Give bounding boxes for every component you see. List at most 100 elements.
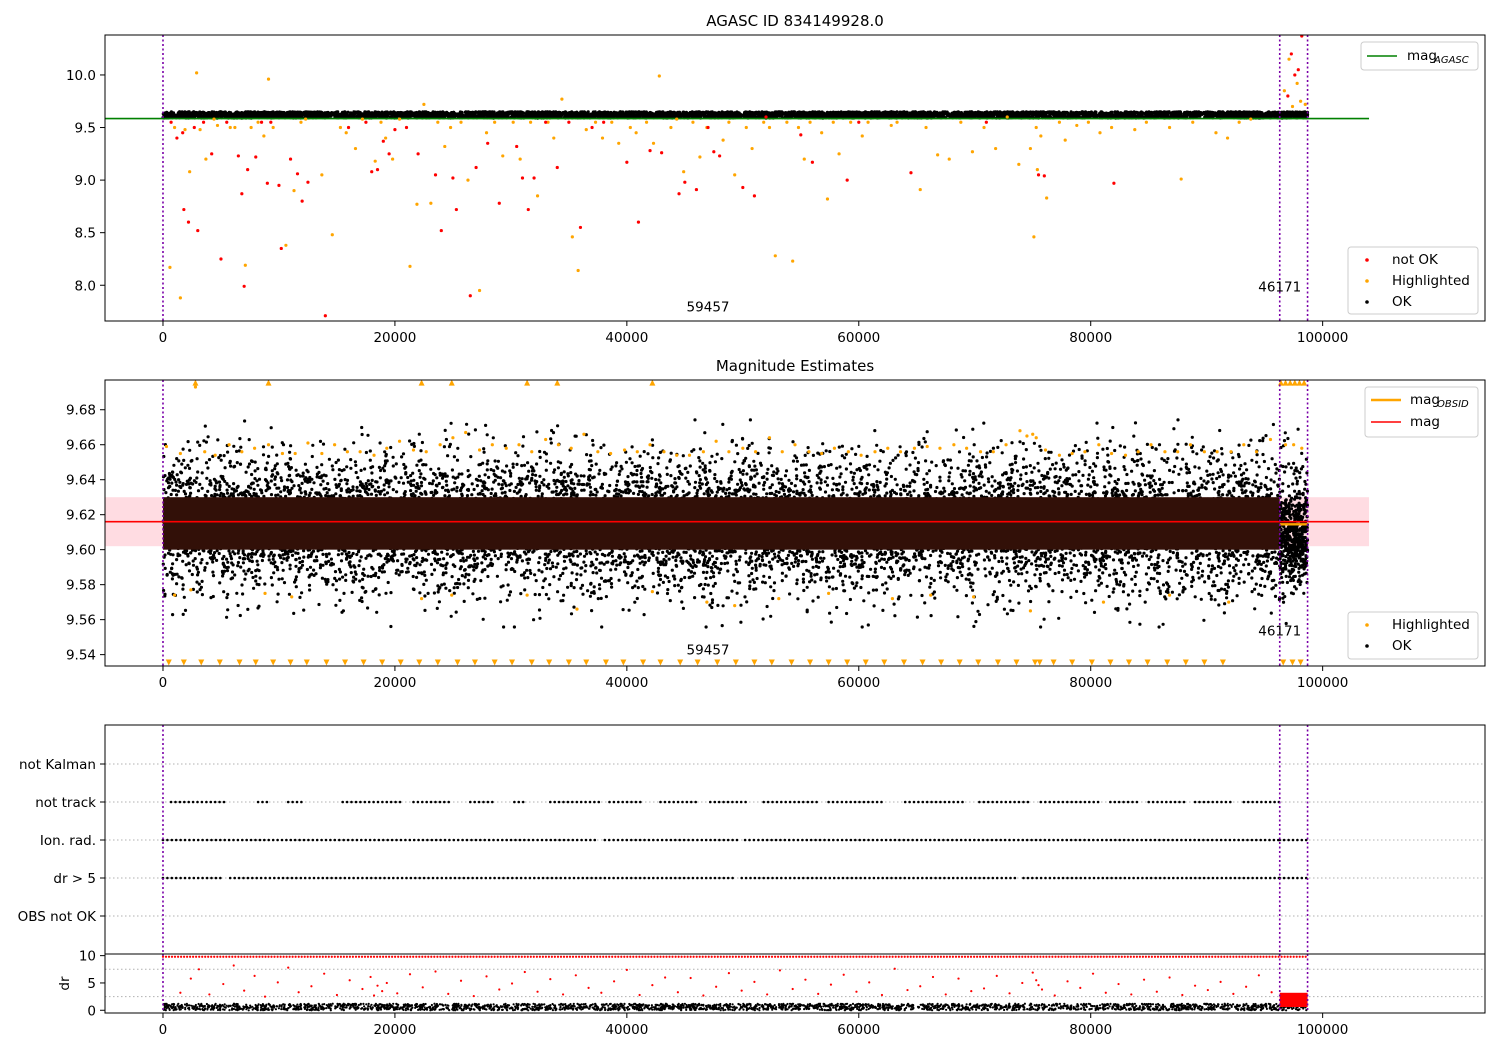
ok-point xyxy=(898,110,902,114)
ok-point xyxy=(357,114,361,118)
ok-point xyxy=(484,110,488,114)
ok-point xyxy=(907,113,911,117)
ok-point xyxy=(828,114,832,118)
ok-point xyxy=(911,110,915,114)
ok-point xyxy=(552,110,556,114)
ok-point xyxy=(233,112,238,116)
ok-point xyxy=(921,110,926,114)
ok-point xyxy=(644,110,648,114)
ok-point xyxy=(289,111,293,116)
ok-point xyxy=(490,113,494,117)
ok-point xyxy=(727,114,731,118)
ok-point xyxy=(950,113,954,117)
ok-point xyxy=(862,111,867,115)
ok-point xyxy=(695,110,699,114)
ok-point xyxy=(336,110,340,114)
ok-point xyxy=(360,113,364,117)
ok-point xyxy=(1189,112,1194,116)
ok-point xyxy=(1198,114,1202,118)
ok-point xyxy=(879,112,883,116)
ok-point xyxy=(209,114,213,118)
ok-point xyxy=(352,111,356,115)
ok-point xyxy=(293,111,297,115)
ok-point xyxy=(1099,110,1103,114)
ok-point xyxy=(850,111,854,115)
ok-point xyxy=(1266,110,1270,114)
ok-point xyxy=(422,113,426,117)
ok-point xyxy=(211,111,216,115)
ok-point xyxy=(270,110,274,114)
ok-point xyxy=(1176,114,1180,118)
ok-point xyxy=(793,112,797,116)
ok-point xyxy=(1167,110,1171,114)
ok-point xyxy=(387,111,391,115)
ok-point xyxy=(1269,114,1274,118)
ok-point xyxy=(1139,110,1143,114)
ok-point xyxy=(279,112,283,116)
ok-point xyxy=(989,113,993,117)
ok-point xyxy=(619,111,624,115)
ok-point xyxy=(615,113,619,117)
ok-point xyxy=(820,113,825,117)
ok-point xyxy=(538,111,542,115)
ok-point xyxy=(479,110,483,114)
ok-point xyxy=(942,111,947,115)
ok-point xyxy=(1292,113,1297,117)
ok-point xyxy=(855,114,860,118)
ok-point xyxy=(358,111,362,115)
ok-point xyxy=(753,114,757,118)
ok-point xyxy=(1136,113,1141,117)
ok-point xyxy=(205,112,209,116)
ok-point xyxy=(656,110,660,114)
ok-point xyxy=(363,110,367,114)
ok-point xyxy=(1077,111,1081,115)
ok-point xyxy=(976,111,980,115)
ok-point xyxy=(780,111,784,116)
ok-point xyxy=(1165,113,1169,117)
ok-point xyxy=(465,110,469,114)
ok-point xyxy=(1173,110,1177,114)
ok-point xyxy=(1249,111,1253,115)
ok-point xyxy=(938,111,942,115)
ok-point xyxy=(1029,111,1033,115)
ok-point xyxy=(430,112,434,116)
ok-point xyxy=(308,111,313,115)
ok-point xyxy=(757,112,762,116)
ok-point xyxy=(790,111,794,115)
ok-point xyxy=(439,114,443,118)
ok-point xyxy=(346,110,350,114)
ok-point xyxy=(802,114,807,118)
ok-point xyxy=(241,113,245,117)
ok-point xyxy=(367,110,371,114)
ok-point xyxy=(1177,110,1181,114)
ok-point xyxy=(305,112,309,116)
ok-point xyxy=(407,114,411,118)
ok-point xyxy=(263,110,267,114)
ok-point xyxy=(1286,112,1290,116)
ok-point xyxy=(507,110,511,114)
ok-point xyxy=(1298,113,1302,117)
ok-point xyxy=(445,110,449,114)
ok-point xyxy=(433,110,437,114)
ok-point xyxy=(226,114,230,118)
ok-point xyxy=(355,110,360,114)
ok-point xyxy=(343,110,347,114)
ok-point xyxy=(1195,112,1199,116)
ok-point xyxy=(1072,112,1076,116)
ok-point xyxy=(1218,111,1222,115)
ok-point xyxy=(736,111,740,115)
ok-point xyxy=(380,111,384,115)
ok-point xyxy=(722,114,726,118)
ok-point xyxy=(625,112,629,116)
ok-point xyxy=(1026,114,1031,118)
ok-point xyxy=(411,111,415,115)
ok-point xyxy=(1015,113,1019,117)
ok-point xyxy=(572,112,577,116)
ok-point xyxy=(689,112,693,116)
ok-point xyxy=(934,113,939,117)
ok-point xyxy=(1018,113,1022,117)
ok-point xyxy=(215,110,219,115)
ok-point xyxy=(847,113,851,117)
